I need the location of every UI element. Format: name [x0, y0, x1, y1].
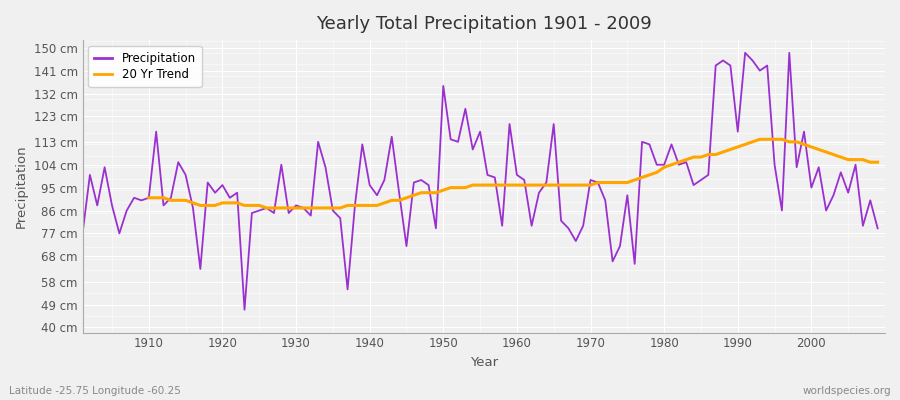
20 Yr Trend: [526, 183, 537, 188]
Legend: Precipitation, 20 Yr Trend: Precipitation, 20 Yr Trend: [88, 46, 202, 87]
Precipitation: [740, 50, 751, 55]
Title: Yearly Total Precipitation 1901 - 2009: Yearly Total Precipitation 1901 - 2009: [316, 15, 652, 33]
20 Yr Trend: [585, 183, 596, 188]
20 Yr Trend: [872, 160, 883, 164]
Text: Latitude -25.75 Longitude -60.25: Latitude -25.75 Longitude -60.25: [9, 386, 181, 396]
20 Yr Trend: [291, 206, 302, 210]
Precipitation: [872, 226, 883, 231]
Precipitation: [305, 213, 316, 218]
Precipitation: [77, 231, 88, 236]
20 Yr Trend: [754, 137, 765, 142]
20 Yr Trend: [320, 206, 331, 210]
X-axis label: Year: Year: [470, 356, 498, 369]
20 Yr Trend: [828, 152, 839, 157]
20 Yr Trend: [143, 195, 154, 200]
Text: worldspecies.org: worldspecies.org: [803, 386, 891, 396]
Y-axis label: Precipitation: Precipitation: [15, 144, 28, 228]
Precipitation: [608, 259, 618, 264]
Precipitation: [136, 198, 147, 203]
Precipitation: [239, 307, 250, 312]
20 Yr Trend: [261, 206, 272, 210]
Precipitation: [511, 172, 522, 177]
Precipitation: [519, 178, 530, 182]
Line: Precipitation: Precipitation: [83, 53, 878, 310]
20 Yr Trend: [850, 157, 861, 162]
Precipitation: [349, 203, 360, 208]
Line: 20 Yr Trend: 20 Yr Trend: [148, 139, 878, 208]
